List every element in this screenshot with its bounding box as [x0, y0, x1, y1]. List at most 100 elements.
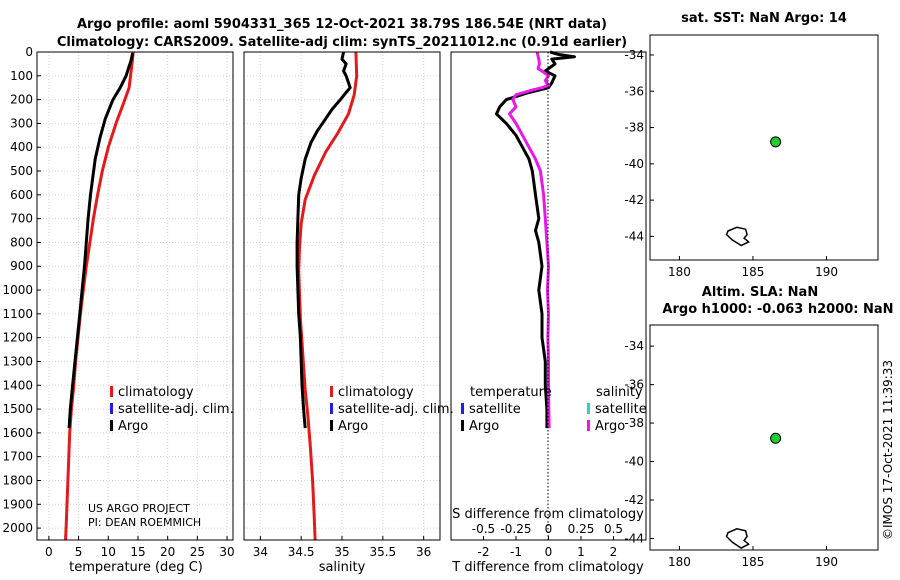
map-sla-panel: Altim. SLA: NaN Argo h1000: -0.063 h2000…: [624, 285, 893, 569]
credit-line2: PI: DEAN ROEMMICH: [88, 516, 201, 529]
map-sst-frame: [649, 34, 879, 261]
legend-swatch-climatology: [330, 386, 333, 397]
figure-title-line1: Argo profile: aoml 5904331_365 12-Oct-20…: [77, 17, 607, 32]
temperature-curves: [64, 51, 135, 541]
x-tick-label: 25: [190, 545, 205, 559]
temperature-x-ticks: 0 5 10 15 20 25 30: [45, 536, 235, 559]
x-tick-label: 185: [742, 265, 765, 279]
map-sla-y-ticks: -44 -42 -40 -38 -36 -34: [624, 339, 654, 545]
y-tick-label: -44: [624, 531, 644, 545]
series-line-temperature-argo: [495, 50, 576, 429]
x-tick-label: 36: [416, 545, 431, 559]
y-tick-label: 1900: [2, 497, 33, 511]
legend-label-satellite: satellite-adj. clim.: [338, 402, 454, 417]
legend-title-temperature: temperature: [470, 385, 552, 400]
float-position-marker: [770, 432, 782, 444]
x-tick-label: 180: [668, 555, 691, 569]
y-tick-label: 1100: [2, 307, 33, 321]
salinity-panel: 34 34.5 35 35.5 36 salinity climatology sate…: [243, 51, 454, 575]
legend-swatch-satellite-temperature: [461, 403, 464, 414]
coastline: [725, 226, 750, 247]
difference-legend-temperature: temperature satellite Argo: [461, 385, 552, 434]
map-sst-content: [725, 136, 782, 247]
legend-label-satellite-salinity: satellite: [595, 402, 647, 417]
y-tick-label: 1700: [2, 450, 33, 464]
y-tick-label: 1500: [2, 402, 33, 416]
temperature-axes-frame: [36, 51, 234, 541]
x-tick-label: 190: [815, 265, 838, 279]
x-tick-label: 20: [160, 545, 175, 559]
difference-xlabel-top: S difference from climatology: [452, 507, 644, 522]
x-tick-label: -1: [510, 545, 522, 559]
s-tick-label: 0.25: [568, 522, 595, 536]
y-tick-label: 1800: [2, 473, 33, 487]
y-tick-label: 400: [10, 140, 33, 154]
x-tick-label: 35.5: [369, 545, 396, 559]
x-tick-label: 1: [577, 545, 585, 559]
map-sla-frame: [649, 324, 879, 551]
y-tick-label: -40: [624, 157, 644, 171]
y-tick-label: 2000: [2, 521, 33, 535]
y-tick-label: 1300: [2, 354, 33, 368]
figure-title-line2: Climatology: CARS2009. Satellite-adj cli…: [57, 35, 627, 50]
coastline: [725, 528, 750, 549]
x-tick-label: 35: [334, 545, 349, 559]
x-tick-label: 185: [742, 555, 765, 569]
x-tick-label: 0: [45, 545, 53, 559]
map-sst-x-ticks: 180 185 190: [668, 256, 838, 279]
map-sst-y-ticks: -44 -42 -40 -38 -36 -34: [624, 48, 654, 243]
salinity-xlabel: salinity: [319, 560, 366, 575]
legend-swatch-argo: [110, 420, 113, 431]
y-tick-label: -40: [624, 455, 644, 469]
s-tick-label: 0.5: [604, 522, 623, 536]
difference-xlabel: T difference from climatology: [451, 560, 644, 575]
legend-label-satellite: satellite-adj. clim.: [118, 402, 234, 417]
y-tick-label: 1200: [2, 331, 33, 345]
legend-label-satellite-temperature: satellite: [469, 402, 521, 417]
y-tick-label: -34: [624, 339, 644, 353]
difference-legend-salinity: salinity satellite Argo: [587, 385, 647, 434]
temperature-panel: 0 5 10 15 20 25 30 0 100 200 300 400 500 600 700 800 90…: [2, 45, 234, 575]
y-tick-label: 0: [25, 45, 33, 59]
y-tick-label: 1600: [2, 426, 33, 440]
legend-swatch-argo-salinity: [587, 420, 590, 431]
map-sla-title-line1: Altim. SLA: NaN: [702, 285, 818, 300]
y-tick-label: 800: [10, 235, 33, 249]
salinity-legend: climatology satellite-adj. clim. Argo: [330, 385, 454, 434]
temperature-grid: [37, 51, 233, 540]
y-tick-label: 1400: [2, 378, 33, 392]
series-line-climatology: [64, 51, 135, 541]
legend-swatch-argo-temperature: [461, 420, 464, 431]
salinity-curves: [295, 51, 359, 541]
credit-line1: US ARGO PROJECT: [88, 502, 190, 515]
y-tick-label: -38: [624, 416, 644, 430]
difference-x-ticks: -2 -1 0 1 2: [478, 536, 617, 559]
x-tick-label: 180: [668, 265, 691, 279]
series-line-climatology: [297, 51, 359, 541]
y-tick-label: 100: [10, 69, 33, 83]
legend-swatch-argo: [330, 420, 333, 431]
legend-label-argo: Argo: [338, 419, 368, 434]
y-tick-label: -42: [624, 493, 644, 507]
map-sst-title: sat. SST: NaN Argo: 14: [681, 11, 847, 26]
temperature-y-ticks: 0 100 200 300 400 500 600 700 800 900 1000 1100 1200…: [2, 45, 41, 535]
x-tick-label: 15: [130, 545, 145, 559]
map-sla-x-ticks: 180 185 190: [668, 546, 838, 569]
y-tick-label: -38: [624, 121, 644, 135]
y-tick-label: 600: [10, 188, 33, 202]
difference-curves: [495, 50, 576, 429]
imos-watermark: ©IMOS 17-Oct-2021 11:39:33: [881, 360, 895, 540]
y-tick-label: 500: [10, 164, 33, 178]
x-tick-label: 0: [545, 545, 553, 559]
y-tick-label: 300: [10, 116, 33, 130]
s-tick-label: -0.5: [472, 522, 495, 536]
legend-label-argo: Argo: [118, 419, 148, 434]
x-tick-label: 34: [253, 545, 268, 559]
temperature-xlabel: temperature (deg C): [69, 560, 203, 575]
salinity-x-ticks: 34 34.5 35 35.5 36: [253, 536, 431, 559]
salinity-grid: [244, 51, 440, 540]
x-tick-label: 190: [815, 555, 838, 569]
y-tick-label: -42: [624, 193, 644, 207]
x-tick-label: 30: [219, 545, 234, 559]
